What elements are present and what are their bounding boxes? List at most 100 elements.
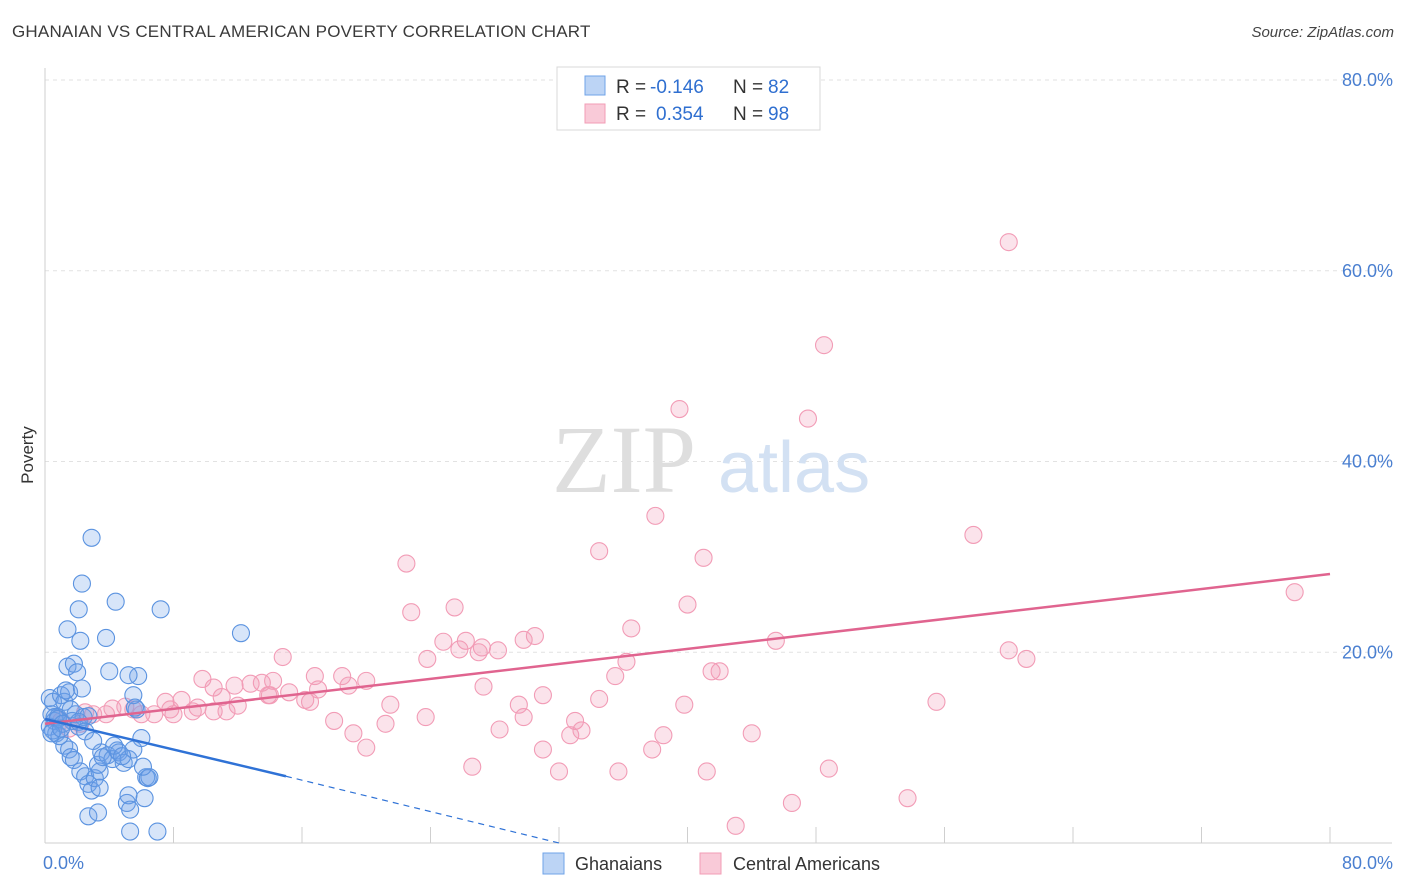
- central-americans-point: [675, 695, 694, 714]
- central-americans-trend-line: [44, 572, 1331, 726]
- central-americans-point: [798, 409, 818, 428]
- central-americans-point: [514, 630, 533, 649]
- central-americans-point: [819, 759, 838, 778]
- central-americans-point: [782, 793, 801, 812]
- central-americans-point: [590, 689, 609, 709]
- ghanaians-point: [68, 663, 87, 682]
- central-americans-point: [488, 641, 508, 660]
- central-americans-point: [212, 688, 231, 707]
- ghanaians-point: [72, 679, 91, 698]
- legend-r-label: R =: [616, 104, 646, 125]
- x-tick-label: 0.0%: [43, 853, 84, 873]
- central-americans-point: [999, 641, 1018, 660]
- ghanaians-point: [151, 600, 170, 619]
- legend-swatch-central-americans: [584, 103, 606, 124]
- y-tick-label: 80.0%: [1342, 70, 1393, 90]
- central-americans-point: [670, 399, 689, 419]
- central-americans-point: [742, 724, 761, 743]
- central-americans-point: [96, 705, 116, 724]
- central-americans-point: [697, 762, 716, 781]
- watermark-zip: ZIP: [552, 406, 696, 513]
- central-americans-point: [273, 647, 292, 667]
- central-americans-point: [445, 598, 464, 617]
- y-axis-title: Poverty: [18, 426, 37, 484]
- central-americans-point: [533, 740, 552, 759]
- central-americans-point: [572, 721, 591, 740]
- ghanaians-point: [135, 789, 154, 808]
- ghanaians-point: [42, 724, 61, 743]
- ghanaians-point: [55, 692, 74, 711]
- central-americans-point: [678, 595, 697, 614]
- ghanaians-point: [72, 574, 91, 593]
- ghanaians-point: [64, 750, 83, 770]
- ghanaians-point: [69, 600, 88, 619]
- central-americans-point: [381, 695, 400, 714]
- y-tick-label: 20.0%: [1342, 642, 1393, 662]
- ghanaians-point: [100, 662, 119, 681]
- legend-r-value: 0.354: [656, 104, 704, 125]
- ghanaians-trend-extension: [285, 775, 560, 844]
- ghanaians-point: [84, 731, 103, 750]
- central-americans-point: [566, 711, 585, 730]
- bottom-legend-swatch-central-americans: [699, 852, 722, 875]
- source-note: Source: ZipAtlas.com: [1251, 24, 1394, 41]
- central-americans-point: [241, 674, 260, 693]
- central-americans-point: [490, 720, 509, 739]
- bottom-legend-label-central-americans: Central Americans: [733, 854, 880, 874]
- central-americans-point: [898, 789, 917, 808]
- ghanaians-point: [88, 803, 108, 822]
- central-americans-point: [145, 705, 164, 724]
- correlation-legend: R = -0.146 N = 82 R = 0.354 N = 98: [556, 66, 821, 131]
- central-americans-point: [397, 554, 416, 573]
- axes: [44, 68, 1392, 844]
- central-americans-point: [463, 757, 482, 776]
- central-americans-point: [814, 336, 834, 355]
- ghanaians-point: [82, 528, 101, 547]
- series-legend: Ghanaians Central Americans: [542, 852, 880, 875]
- central-americans-point: [549, 762, 569, 781]
- legend-n-label: N =: [733, 77, 763, 98]
- ghanaians-point: [90, 778, 109, 797]
- central-americans-point: [533, 686, 552, 705]
- watermark-atlas: atlas: [718, 428, 870, 508]
- trend-lines: [44, 572, 1331, 844]
- ghanaians-point: [129, 667, 148, 686]
- central-americans-point: [622, 619, 641, 638]
- legend-n-value: 82: [768, 77, 789, 98]
- chart-title: GHANAIAN VS CENTRAL AMERICAN POVERTY COR…: [12, 22, 591, 41]
- central-americans-point: [766, 631, 785, 650]
- central-americans-point: [344, 724, 363, 743]
- central-americans-point: [296, 690, 315, 709]
- central-americans-point: [514, 708, 533, 727]
- central-americans-point: [325, 711, 344, 730]
- legend-r-label: R =: [616, 77, 646, 98]
- central-americans-point: [1285, 583, 1304, 602]
- legend-n-label: N =: [733, 104, 763, 125]
- central-americans-point: [264, 671, 283, 690]
- bottom-legend-swatch-ghanaians: [542, 852, 565, 875]
- ghanaians-point: [121, 822, 140, 841]
- central-americans-point: [402, 603, 421, 622]
- central-americans-point: [964, 525, 983, 544]
- y-tick-label: 40.0%: [1342, 452, 1393, 472]
- central-americans-point: [305, 667, 324, 686]
- ghanaians-point: [93, 748, 112, 767]
- ghanaians-point: [121, 800, 140, 819]
- central-americans-point: [450, 640, 469, 659]
- legend-n-value: 98: [768, 104, 789, 125]
- central-americans-point: [376, 714, 395, 733]
- ghanaians-point: [58, 620, 77, 639]
- central-americans-point: [726, 816, 745, 835]
- central-americans-point: [694, 548, 713, 567]
- watermark: ZIP atlas: [552, 406, 870, 513]
- grid: [45, 79, 1392, 653]
- ghanaians-point: [79, 807, 98, 826]
- central-americans-point: [606, 667, 625, 686]
- central-americans-points: [48, 233, 1304, 835]
- legend-swatch-ghanaians: [584, 75, 606, 96]
- ghanaians-point: [231, 624, 251, 643]
- ghanaians-point: [140, 768, 159, 787]
- central-americans-point: [357, 738, 376, 757]
- ghanaians-trend-line: [44, 717, 287, 778]
